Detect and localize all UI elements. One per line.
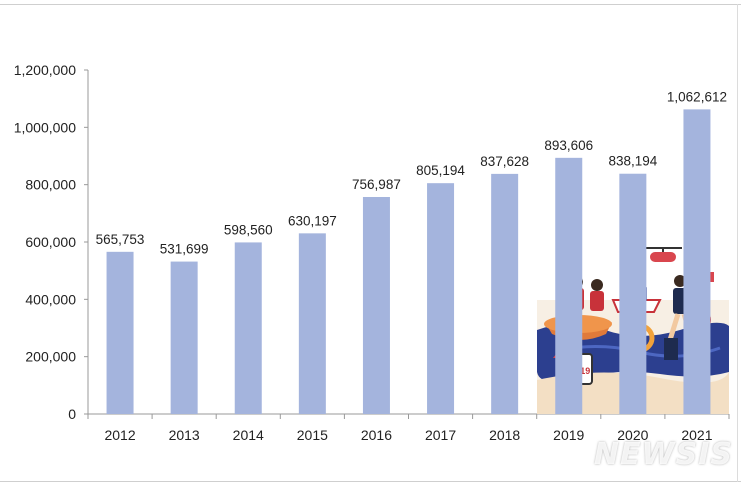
bar-2015 <box>298 233 326 414</box>
y-tick-label: 600,000 <box>25 234 76 250</box>
bars <box>106 109 711 415</box>
bar-value-label: 565,753 <box>96 232 145 247</box>
bar-2021 <box>683 109 711 415</box>
bar-2014 <box>234 242 262 414</box>
y-tick-label: 200,000 <box>25 349 76 365</box>
bar-2020 <box>619 173 647 414</box>
x-tick-label: 2021 <box>681 427 712 443</box>
x-tick-label: 2013 <box>169 427 200 443</box>
x-tick-label: 2015 <box>297 427 328 443</box>
bar-2019 <box>555 157 583 414</box>
y-tick-label: 800,000 <box>25 177 76 193</box>
bar-value-label: 531,699 <box>160 242 209 257</box>
bar-value-label: 837,628 <box>480 154 529 169</box>
bar-value-label: 838,194 <box>608 154 657 169</box>
x-tick-label: 2018 <box>489 427 520 443</box>
bar-2012 <box>106 251 134 414</box>
frame-right-border <box>737 4 738 482</box>
bar-value-label: 630,197 <box>288 213 337 228</box>
x-tick-label: 2014 <box>233 427 264 443</box>
bar-value-label: 598,560 <box>224 222 273 237</box>
bar-2018 <box>491 173 519 414</box>
bar-2017 <box>427 183 455 414</box>
y-tick-label: 400,000 <box>25 291 76 307</box>
frame-bottom-border <box>0 481 741 482</box>
bar-value-label: 1,062,612 <box>667 89 727 104</box>
x-tick-label: 2012 <box>104 427 135 443</box>
y-axis: 0 200,000 400,000 600,000 800,000 1,000,000 1,… <box>14 62 89 422</box>
frame-top-border <box>0 4 741 5</box>
y-tick-label: 1,000,000 <box>14 119 76 135</box>
y-tick-label: 0 <box>68 406 76 422</box>
x-tick-label: 2020 <box>617 427 648 443</box>
x-tick-label: 2017 <box>425 427 456 443</box>
bar-value-label: 893,606 <box>544 138 593 153</box>
y-tick-label: 1,200,000 <box>14 62 76 78</box>
watermark: NEWSIS <box>593 437 733 472</box>
bar-value-label: 756,987 <box>352 177 401 192</box>
bar-2016 <box>362 196 390 414</box>
x-tick-label: 2019 <box>553 427 584 443</box>
x-tick-label: 2016 <box>361 427 392 443</box>
bar-value-label: 805,194 <box>416 163 465 178</box>
bar-2013 <box>170 261 198 414</box>
phone-119-label: 119 <box>576 366 591 376</box>
bar-value-labels: 565,753 531,699 598,560 630,197 756,987 805,1… <box>96 89 727 256</box>
